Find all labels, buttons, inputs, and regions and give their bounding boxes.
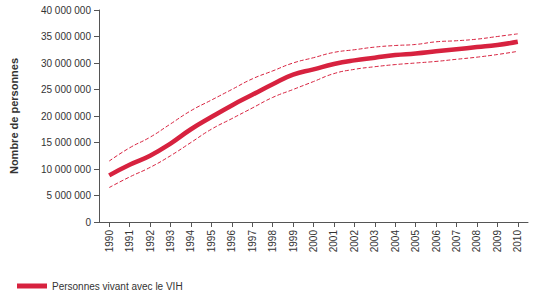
svg-text:2008: 2008 (471, 230, 482, 253)
svg-text:5 000 000: 5 000 000 (47, 190, 92, 201)
svg-text:2001: 2001 (328, 230, 339, 253)
svg-text:1994: 1994 (185, 230, 196, 253)
svg-text:2007: 2007 (451, 230, 462, 253)
svg-text:30 000 000: 30 000 000 (41, 58, 91, 69)
svg-text:Nombre de personnes: Nombre de personnes (8, 58, 20, 174)
svg-text:2003: 2003 (369, 230, 380, 253)
svg-text:10 000 000: 10 000 000 (41, 164, 91, 175)
svg-text:0: 0 (85, 217, 91, 228)
svg-text:2009: 2009 (492, 230, 503, 253)
svg-text:20 000 000: 20 000 000 (41, 111, 91, 122)
svg-text:25 000 000: 25 000 000 (41, 84, 91, 95)
svg-text:1990: 1990 (104, 230, 115, 253)
svg-text:2005: 2005 (410, 230, 421, 253)
svg-text:1995: 1995 (206, 230, 217, 253)
svg-text:1991: 1991 (124, 230, 135, 253)
svg-text:2004: 2004 (390, 230, 401, 253)
svg-text:1993: 1993 (165, 230, 176, 253)
svg-text:2010: 2010 (512, 230, 523, 253)
svg-text:1997: 1997 (247, 230, 258, 253)
svg-text:1999: 1999 (288, 230, 299, 253)
svg-text:2002: 2002 (349, 230, 360, 253)
svg-text:1998: 1998 (267, 230, 278, 253)
svg-text:35 000 000: 35 000 000 (41, 31, 91, 42)
svg-text:15 000 000: 15 000 000 (41, 137, 91, 148)
svg-text:2000: 2000 (308, 230, 319, 253)
svg-text:1992: 1992 (145, 230, 156, 253)
svg-text:2006: 2006 (431, 230, 442, 253)
svg-text:Personnes vivant avec le VIH: Personnes vivant avec le VIH (52, 281, 183, 292)
svg-text:1996: 1996 (226, 230, 237, 253)
svg-text:40 000 000: 40 000 000 (41, 5, 91, 16)
